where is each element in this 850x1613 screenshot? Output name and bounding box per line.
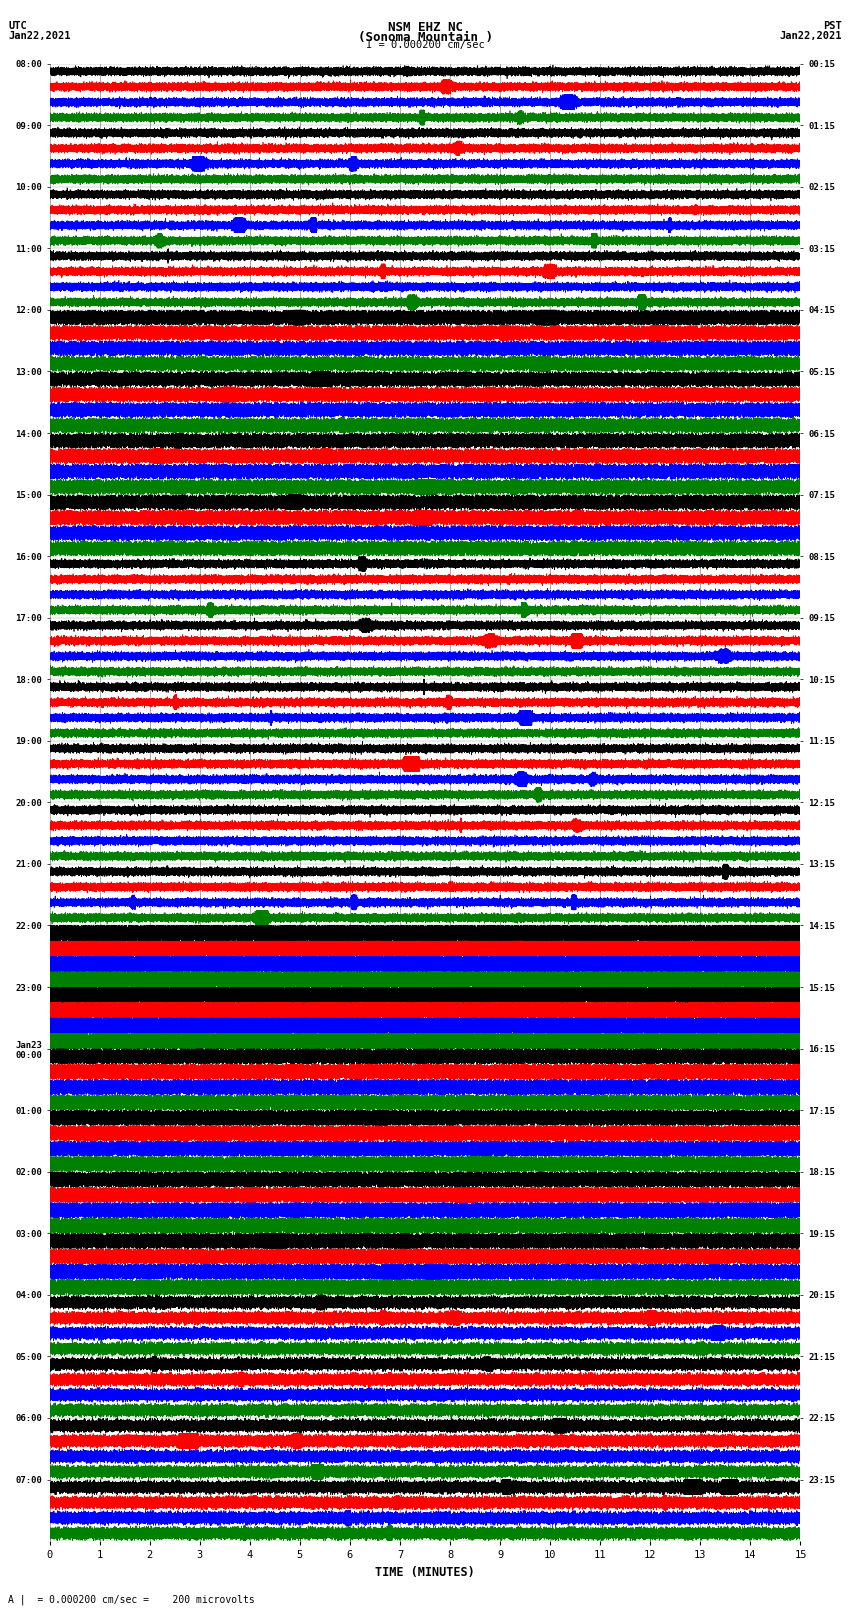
Text: I = 0.000200 cm/sec: I = 0.000200 cm/sec bbox=[366, 40, 484, 50]
Text: A |  = 0.000200 cm/sec =    200 microvolts: A | = 0.000200 cm/sec = 200 microvolts bbox=[8, 1594, 255, 1605]
Text: Jan22,2021: Jan22,2021 bbox=[8, 31, 71, 40]
Text: (Sonoma Mountain ): (Sonoma Mountain ) bbox=[358, 31, 492, 44]
X-axis label: TIME (MINUTES): TIME (MINUTES) bbox=[375, 1566, 475, 1579]
Text: Jan22,2021: Jan22,2021 bbox=[779, 31, 842, 40]
Text: UTC: UTC bbox=[8, 21, 27, 31]
Text: NSM EHZ NC: NSM EHZ NC bbox=[388, 21, 462, 34]
Text: PST: PST bbox=[823, 21, 842, 31]
